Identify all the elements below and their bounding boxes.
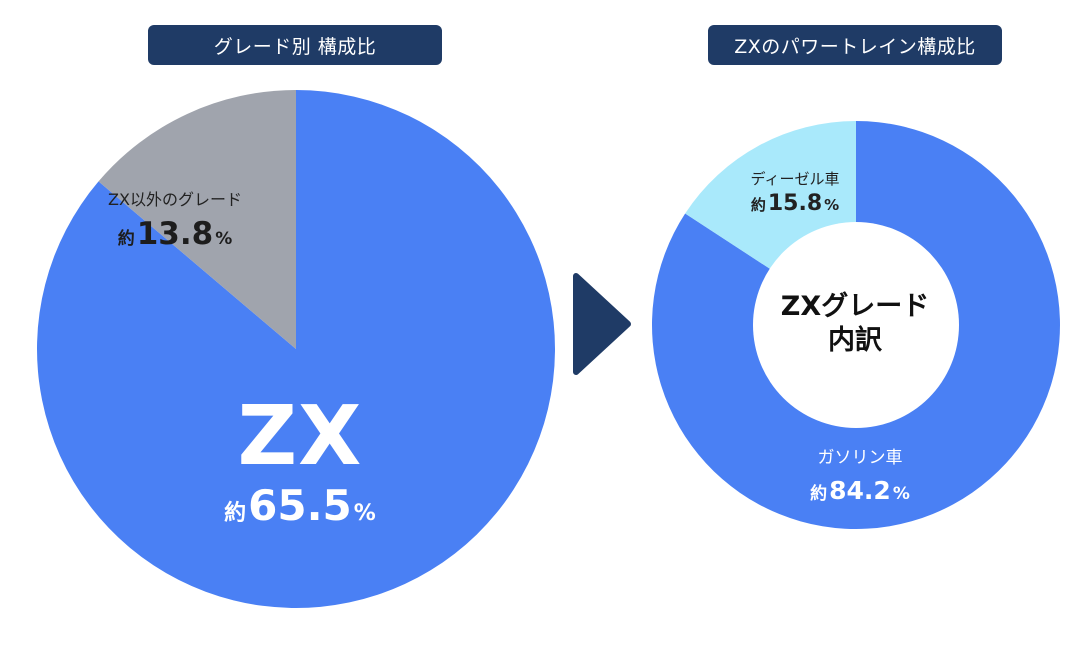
- diesel-value: 15.8: [767, 191, 823, 216]
- left-chart-title: グレード別 構成比: [148, 25, 442, 65]
- grade-pie-chart: [37, 90, 556, 608]
- donut-hole: [753, 222, 959, 428]
- gasoline-value: 84.2: [829, 476, 891, 505]
- zx-unit: %: [353, 501, 376, 526]
- slice-label-diesel: ディーゼル車 約 15.8 %: [730, 168, 860, 216]
- zx-value: 65.5: [248, 481, 352, 530]
- gasoline-prefix: 約: [810, 484, 828, 504]
- pie-slice-0: [37, 90, 556, 608]
- diesel-prefix: 約: [750, 196, 766, 214]
- donut-center-line-2: 内訳: [828, 325, 882, 356]
- diesel-name: ディーゼル車: [750, 170, 840, 188]
- pie-slice-1: [98, 90, 296, 349]
- donut-center-line-1: ZXグレード: [780, 291, 930, 322]
- slice-label-other-grades: ZX以外のグレード 約 13.8 %: [70, 186, 280, 252]
- other-grades-name: ZX以外のグレード: [108, 190, 242, 209]
- right-chart-title: ZXのパワートレイン構成比: [708, 25, 1002, 65]
- gasoline-unit: %: [892, 484, 910, 504]
- other-grades-value: 13.8: [136, 216, 214, 252]
- slice-label-zx: ZX 約 65.5 %: [180, 389, 420, 531]
- other-grades-unit: %: [215, 229, 233, 249]
- slice-label-gasoline: ガソリン車 約 84.2 %: [760, 443, 960, 505]
- triangle-right-icon: [573, 273, 631, 375]
- donut-center-label: ZXグレード 内訳: [760, 290, 950, 358]
- zx-name: ZX: [237, 389, 363, 484]
- other-grades-prefix: 約: [117, 229, 135, 249]
- zx-prefix: 約: [224, 501, 247, 526]
- gasoline-name: ガソリン車: [817, 448, 903, 468]
- powertrain-donut-chart: [652, 121, 1061, 530]
- diesel-unit: %: [824, 196, 840, 214]
